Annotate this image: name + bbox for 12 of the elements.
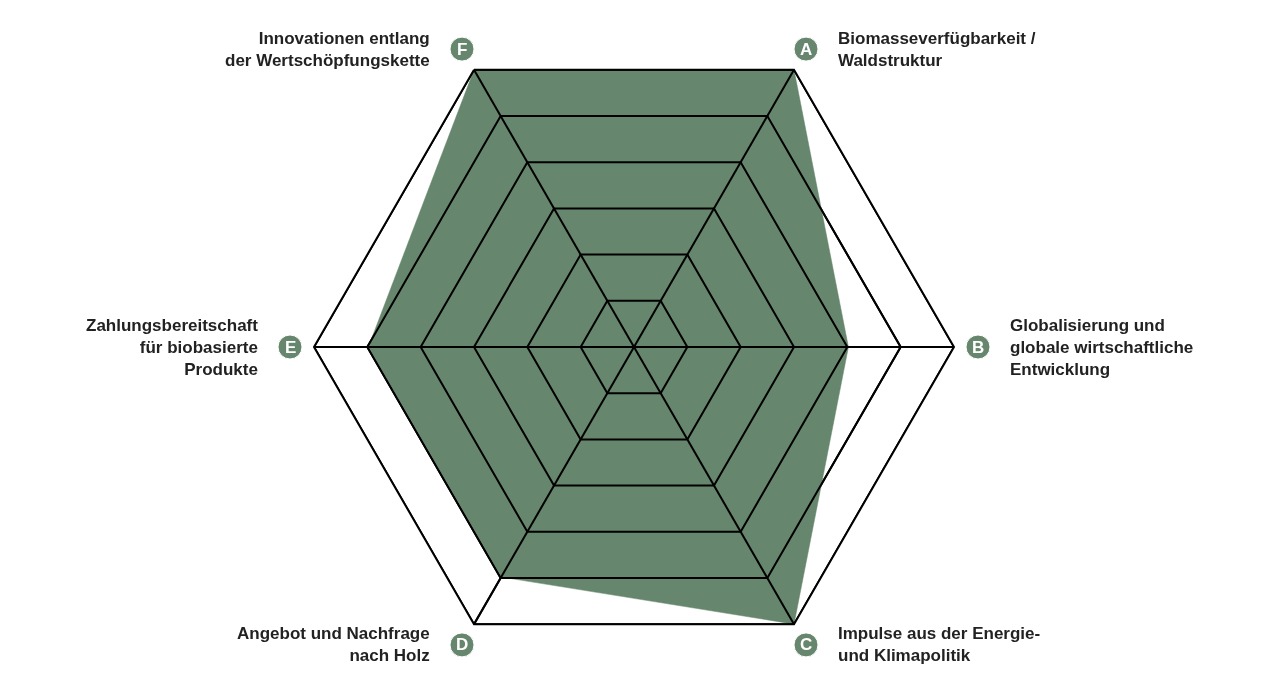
text: A (800, 40, 813, 59)
text: E (285, 338, 297, 357)
spoke-label: Angebot und Nachfrage nach Holz (237, 624, 430, 666)
spoke-label: Impulse aus der Energie- und Klimapolitik (838, 624, 1041, 666)
text: D (456, 635, 469, 654)
spoke-label: Biomasseverfügbarkeit / Waldstruktur (838, 29, 1036, 71)
spoke-label: Innovationen entlang der Wertschöpfungskette (225, 29, 430, 71)
spoke-label: Globalisierung und globale wirtschaftliche Entwicklung (1010, 316, 1194, 380)
spoke-label: Zahlungsbereitschaft für biobasierte Produkte (86, 316, 259, 380)
text: F (457, 40, 468, 59)
text: B (972, 338, 985, 357)
text: C (800, 635, 813, 654)
